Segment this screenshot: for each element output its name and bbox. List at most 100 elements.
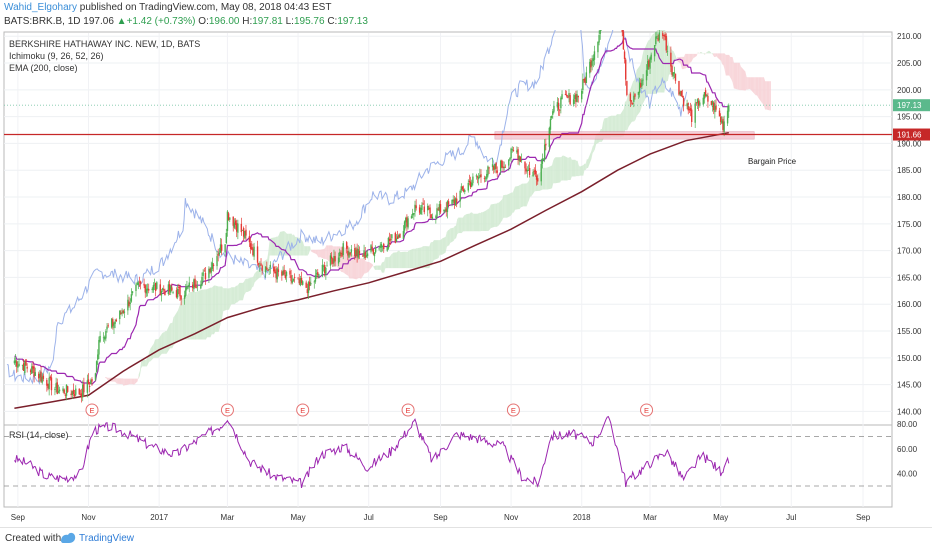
candle-body — [641, 79, 643, 87]
candle-body — [577, 95, 579, 98]
candle-body — [674, 73, 677, 81]
candle-body — [70, 393, 72, 396]
ichimoku-cloud-segment — [422, 246, 424, 269]
ichimoku-cloud-segment — [560, 157, 562, 183]
candle-body — [345, 242, 348, 249]
ichimoku-cloud-segment — [587, 150, 592, 169]
candle-body — [326, 265, 328, 267]
legend-ichimoku[interactable]: Ichimoku (9, 26, 52, 26) — [9, 51, 104, 61]
price-tick-label: 140.00 — [897, 407, 922, 416]
support-price-tag: 191.66 — [897, 131, 922, 140]
candle-body — [186, 286, 188, 289]
candle-body — [200, 284, 202, 289]
candle-body — [41, 377, 43, 383]
ichimoku-cloud-segment — [446, 230, 448, 248]
ichimoku-cloud-segment — [205, 289, 208, 340]
candle-body — [518, 155, 520, 161]
candle-body — [90, 380, 92, 385]
candle-body — [55, 383, 57, 388]
ichimoku-cloud-segment — [651, 34, 653, 94]
candle-body — [226, 211, 229, 231]
candle-body — [317, 272, 319, 276]
ichimoku-cloud-segment — [693, 53, 697, 59]
ichimoku-cloud-segment — [312, 249, 316, 254]
ichimoku-cloud-segment — [442, 236, 446, 255]
candle-body — [697, 101, 700, 106]
candle-body — [94, 373, 97, 380]
candle-body — [528, 167, 531, 175]
ichimoku-cloud-segment — [189, 291, 191, 340]
candle-body — [371, 246, 373, 249]
ichimoku-cloud-segment — [706, 51, 708, 54]
candle-body — [373, 252, 376, 257]
chart-canvas[interactable]: E E E E E E 140.00 145.00 150.00 155.00 160.00 165… — [0, 0, 932, 526]
ichimoku-cloud-segment — [765, 81, 767, 110]
ichimoku-cloud-segment — [154, 339, 157, 358]
ichimoku-cloud-segment — [458, 217, 462, 234]
candle-body — [542, 158, 545, 160]
candle-body — [584, 78, 586, 83]
chart-frame[interactable]: E E E E E E 140.00 145.00 150.00 155.00 160.00 165… — [0, 0, 932, 526]
candle-body — [203, 270, 205, 272]
candle-body — [480, 174, 482, 178]
ichimoku-cloud-segment — [454, 225, 456, 239]
candle-body — [722, 118, 724, 130]
candle-body — [138, 281, 141, 283]
ichimoku-cloud-segment — [620, 108, 624, 138]
author-name[interactable]: Wahid_Elgohary — [4, 2, 78, 13]
ichimoku-cloud-segment — [700, 51, 702, 54]
ichimoku-cloud-segment — [122, 378, 124, 387]
candle-body — [451, 199, 453, 205]
candle-body — [678, 80, 680, 95]
candle-body — [293, 277, 296, 279]
candle-body — [80, 393, 83, 397]
time-tick-label: Nov — [504, 513, 518, 522]
candle-body — [488, 167, 490, 169]
earnings-marker-label: E — [225, 406, 230, 415]
candle-body — [461, 186, 464, 190]
candle-body — [691, 109, 693, 122]
ichimoku-cloud-segment — [708, 50, 710, 54]
candle-body — [300, 277, 303, 284]
ichimoku-cloud-segment — [164, 331, 166, 354]
ichimoku-cloud-segment — [766, 81, 770, 111]
time-tick-label: 2017 — [150, 513, 168, 522]
candle-body — [589, 61, 591, 74]
last-price: 197.06 — [83, 16, 114, 27]
candle-body — [516, 150, 518, 153]
created-with-label: Created with — [5, 533, 62, 544]
ichimoku-cloud-segment — [214, 285, 216, 335]
rsi-legend[interactable]: RSI (14, close) — [9, 430, 69, 440]
ichimoku-cloud-segment — [246, 278, 248, 293]
ichimoku-cloud-segment — [550, 165, 553, 189]
candle-body — [649, 57, 651, 69]
ichimoku-cloud-segment — [754, 77, 756, 96]
ichimoku-cloud-segment — [732, 57, 734, 89]
ichimoku-cloud-segment — [237, 284, 239, 303]
candle-body — [391, 234, 393, 239]
ichimoku-cloud-segment — [725, 54, 730, 76]
ichimoku-cloud-segment — [116, 378, 118, 384]
ichimoku-cloud-segment — [731, 56, 733, 83]
candle-body — [582, 79, 584, 91]
ichimoku-cloud-segment — [277, 235, 279, 256]
open-label: O: — [198, 16, 209, 27]
ichimoku-cloud-segment — [538, 173, 540, 191]
ichimoku-cloud-segment — [142, 359, 146, 367]
tradingview-brand[interactable]: TradingView — [79, 533, 135, 544]
candle-body — [38, 373, 40, 379]
candle-body — [629, 93, 632, 102]
close-value: 197.13 — [337, 16, 368, 27]
ichimoku-cloud-segment — [481, 212, 483, 232]
ichimoku-cloud-segment — [477, 212, 480, 232]
ichimoku-cloud-segment — [139, 361, 142, 376]
ichimoku-cloud-segment — [145, 358, 147, 367]
candle-body — [540, 163, 542, 182]
legend-ema[interactable]: EMA (200, close) — [9, 63, 78, 73]
candle-body — [128, 301, 130, 306]
candle-body — [216, 256, 218, 267]
price-tick-label: 165.00 — [897, 273, 922, 282]
ichimoku-cloud-segment — [472, 212, 474, 232]
ichimoku-cloud-segment — [748, 77, 751, 89]
candle-body — [430, 214, 432, 219]
